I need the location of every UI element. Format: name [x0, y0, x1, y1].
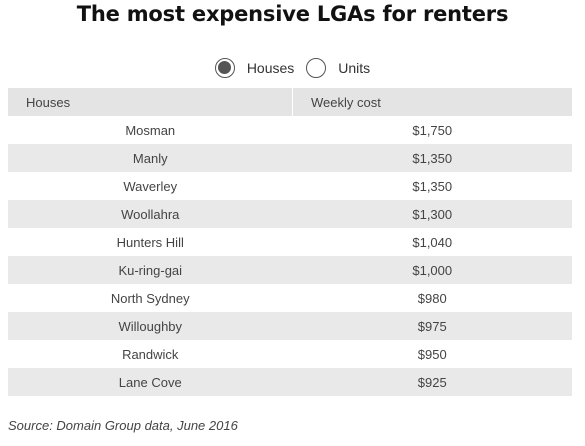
- rent-table: Houses Weekly cost Mosman $1,750 Manly $…: [8, 88, 572, 396]
- houses-label: Houses: [246, 60, 295, 76]
- table-header-row: Houses Weekly cost: [8, 88, 572, 116]
- lga-name: Manly: [8, 144, 293, 172]
- lga-name: Waverley: [123, 178, 178, 194]
- weekly-cost: $980: [417, 290, 447, 306]
- lga-name: Hunters Hill: [116, 234, 184, 250]
- lga-name: Mosman: [125, 122, 176, 138]
- lga-name: Willoughby: [8, 312, 293, 340]
- table-row: Willoughby $975: [8, 312, 572, 340]
- property-type-toggle: Houses Units: [0, 56, 585, 80]
- weekly-cost: $1,000: [292, 256, 572, 284]
- lga-name: Randwick: [122, 346, 179, 362]
- weekly-cost: $925: [292, 368, 572, 396]
- table-row: Manly $1,350: [8, 144, 572, 172]
- column-header-houses: Houses: [8, 88, 293, 116]
- weekly-cost: $1,350: [412, 178, 453, 194]
- weekly-cost: $1,300: [292, 200, 572, 228]
- weekly-cost: $1,350: [292, 144, 572, 172]
- weekly-cost: $1,750: [412, 122, 453, 138]
- source-note: Source: Domain Group data, June 2016: [8, 418, 238, 433]
- column-header-weekly-cost: Weekly cost: [292, 88, 572, 116]
- units-option[interactable]: Units: [306, 58, 370, 78]
- lga-name: North Sydney: [110, 290, 190, 306]
- weekly-cost: $950: [417, 346, 447, 362]
- table-row: Waverley $1,350: [8, 172, 572, 200]
- lga-name: Lane Cove: [8, 368, 293, 396]
- weekly-cost: $1,040: [412, 234, 453, 250]
- houses-option[interactable]: Houses: [214, 58, 295, 78]
- table-row: Ku-ring-gai $1,000: [8, 256, 572, 284]
- page-title: The most expensive LGAs for renters: [76, 2, 509, 26]
- weekly-cost: $975: [292, 312, 572, 340]
- houses-radio[interactable]: [214, 58, 235, 78]
- table-row: Lane Cove $925: [8, 368, 572, 396]
- lga-name: Woollahra: [8, 200, 293, 228]
- table-row: North Sydney $980: [8, 284, 572, 312]
- units-radio[interactable]: [306, 58, 327, 78]
- table-row: Randwick $950: [8, 340, 572, 368]
- units-label: Units: [338, 60, 371, 76]
- table-row: Hunters Hill $1,040: [8, 228, 572, 256]
- table-row: Woollahra $1,300: [8, 200, 572, 228]
- lga-name: Ku-ring-gai: [8, 256, 293, 284]
- table-row: Mosman $1,750: [8, 116, 572, 144]
